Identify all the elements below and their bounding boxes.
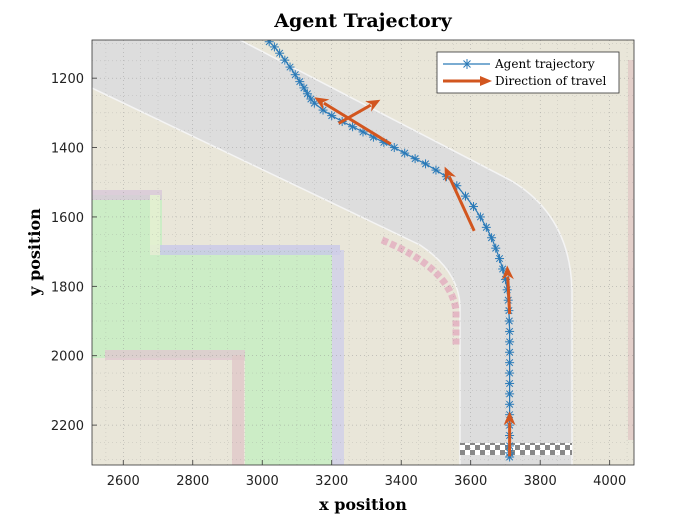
curb-marker-lower — [105, 350, 245, 360]
trajectory-point — [302, 89, 312, 99]
trajectory-point — [290, 70, 300, 80]
trajectory-line — [268, 41, 511, 457]
trajectory-point — [505, 452, 515, 462]
trajectory-point — [504, 316, 514, 326]
trajectory-point — [280, 55, 290, 65]
plot-area — [92, 40, 634, 465]
axes-box — [91, 39, 635, 466]
trajectory-point — [421, 159, 431, 169]
trajectory-point — [327, 111, 337, 121]
grid — [92, 40, 634, 465]
trajectory-point — [389, 143, 399, 153]
trajectory-point — [468, 202, 478, 212]
curb-marker-vertical-a — [150, 195, 160, 255]
trajectory-point — [306, 94, 316, 104]
y-tick-label: 1200 — [51, 72, 84, 87]
grass-region-left — [92, 195, 332, 465]
trajectory-point — [275, 48, 285, 58]
trajectory-point — [505, 347, 515, 357]
y-axis-ticks: 1200 1400 1600 1800 2000 2200 — [51, 72, 97, 434]
y-tick-label: 2200 — [51, 419, 84, 434]
legend-box — [436, 51, 620, 94]
trajectory-point — [505, 337, 515, 347]
trajectory-point — [431, 165, 441, 175]
trajectory-point — [400, 148, 410, 158]
road-surface — [92, 40, 572, 465]
direction-arrows — [314, 97, 516, 457]
curb-marker-mid — [150, 245, 340, 255]
legend-arrow-label: Direction of travel — [495, 74, 607, 88]
inner-curb-marker — [380, 236, 460, 345]
trajectory-point — [505, 399, 515, 409]
trajectory-point — [495, 254, 505, 264]
trajectory-point — [505, 358, 515, 368]
trajectory-point — [491, 243, 501, 253]
start-line-checker — [460, 443, 572, 455]
trajectory-point — [475, 212, 485, 222]
trajectory-point — [505, 389, 515, 399]
trajectory-point — [505, 378, 515, 388]
x-tick-label: 3600 — [454, 474, 487, 489]
curb-marker-vertical-b — [332, 250, 344, 465]
legend: Agent trajectory Direction of travel — [436, 51, 620, 94]
curb-marker-vertical-c — [232, 355, 244, 465]
trajectory-point — [410, 154, 420, 164]
direction-arrow — [337, 99, 381, 125]
legend-trajectory-marker — [462, 59, 472, 69]
trajectory-point — [299, 83, 309, 93]
trajectory-point — [505, 326, 515, 336]
x-tick-label: 3400 — [385, 474, 418, 489]
trajectory-point — [318, 105, 328, 115]
y-axis-label: y position — [25, 208, 44, 297]
y-tick-label: 1800 — [51, 280, 84, 295]
curb-marker-right-edge — [628, 60, 634, 440]
x-tick-label: 3000 — [246, 474, 279, 489]
trajectory-point — [309, 98, 319, 108]
trajectory-point — [285, 62, 295, 72]
x-tick-label: 3800 — [524, 474, 557, 489]
trajectory-point — [481, 222, 491, 232]
y-tick-label: 1400 — [51, 142, 84, 157]
trajectory-point — [498, 264, 508, 274]
x-axis-ticks: 2600 2800 3000 3200 3400 3600 3800 4000 — [107, 460, 626, 489]
y-tick-label: 2000 — [51, 350, 84, 365]
legend-trajectory-label: Agent trajectory — [494, 57, 595, 71]
road-edge-left — [92, 87, 461, 465]
direction-arrow — [501, 265, 514, 315]
x-tick-label: 3200 — [315, 474, 348, 489]
direction-arrow — [314, 97, 392, 146]
direction-arrow — [503, 411, 516, 457]
chart-title: Agent Trajectory — [273, 10, 452, 32]
x-axis-label: x position — [319, 495, 407, 514]
trajectory-point — [269, 42, 279, 52]
road-edge-right — [239, 40, 573, 465]
x-tick-label: 2800 — [176, 474, 209, 489]
direction-arrow — [444, 166, 476, 232]
trajectory-point — [487, 233, 497, 243]
trajectory-point — [460, 191, 470, 201]
trajectory-point — [505, 368, 515, 378]
x-tick-label: 2600 — [107, 474, 140, 489]
trajectory-point — [348, 122, 358, 132]
trajectory-point — [295, 77, 305, 87]
legend-arrow-head — [480, 76, 492, 86]
curb-marker-top-left — [92, 190, 162, 200]
x-tick-label: 4000 — [593, 474, 626, 489]
y-tick-label: 1600 — [51, 211, 84, 226]
